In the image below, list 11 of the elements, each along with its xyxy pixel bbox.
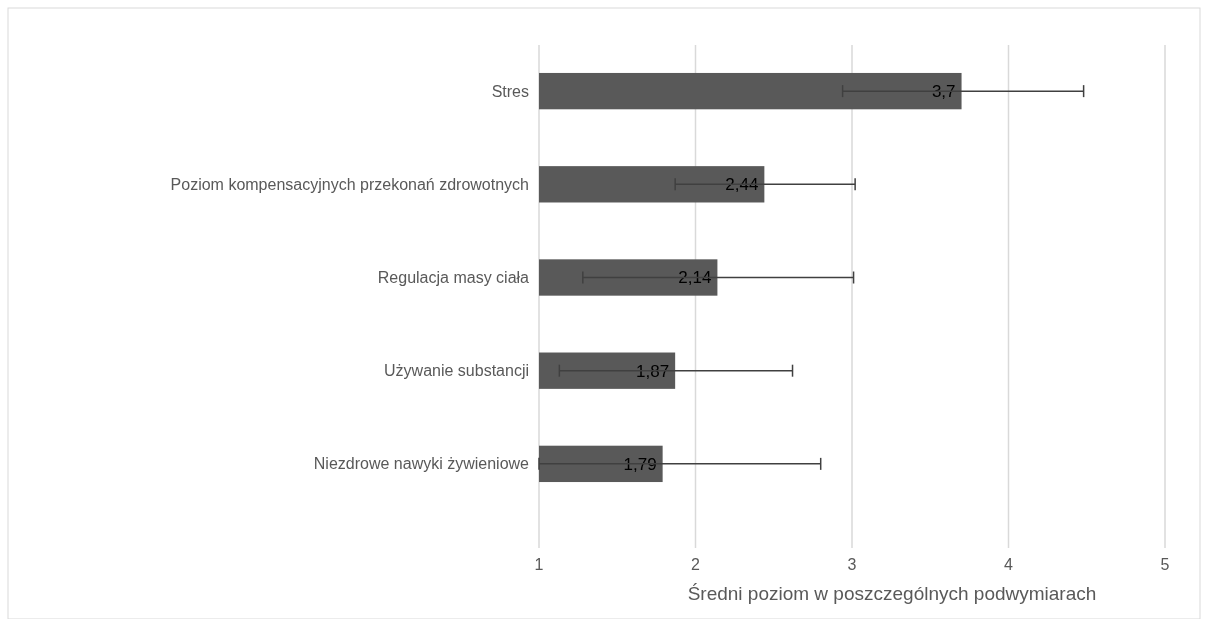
x-tick-label: 4 (1004, 556, 1014, 573)
x-tick-label: 5 (1160, 556, 1170, 573)
x-tick-label: 2 (691, 556, 701, 573)
y-tick-label: Regulacja masy ciała (377, 269, 530, 287)
x-tick-label: 1 (534, 556, 544, 573)
y-tick-label: Niezdrowe nawyki żywieniowe (313, 455, 530, 473)
y-tick-label: Stres (491, 82, 529, 100)
x-axis-title: Średni poziom w poszczególnych podwymiarach (687, 583, 1097, 604)
x-tick-label: 3 (847, 556, 857, 573)
y-tick-label: Używanie substancji (384, 362, 529, 380)
y-tick-label: Poziom kompensacyjnych przekonań zdrowotnych (170, 175, 529, 193)
